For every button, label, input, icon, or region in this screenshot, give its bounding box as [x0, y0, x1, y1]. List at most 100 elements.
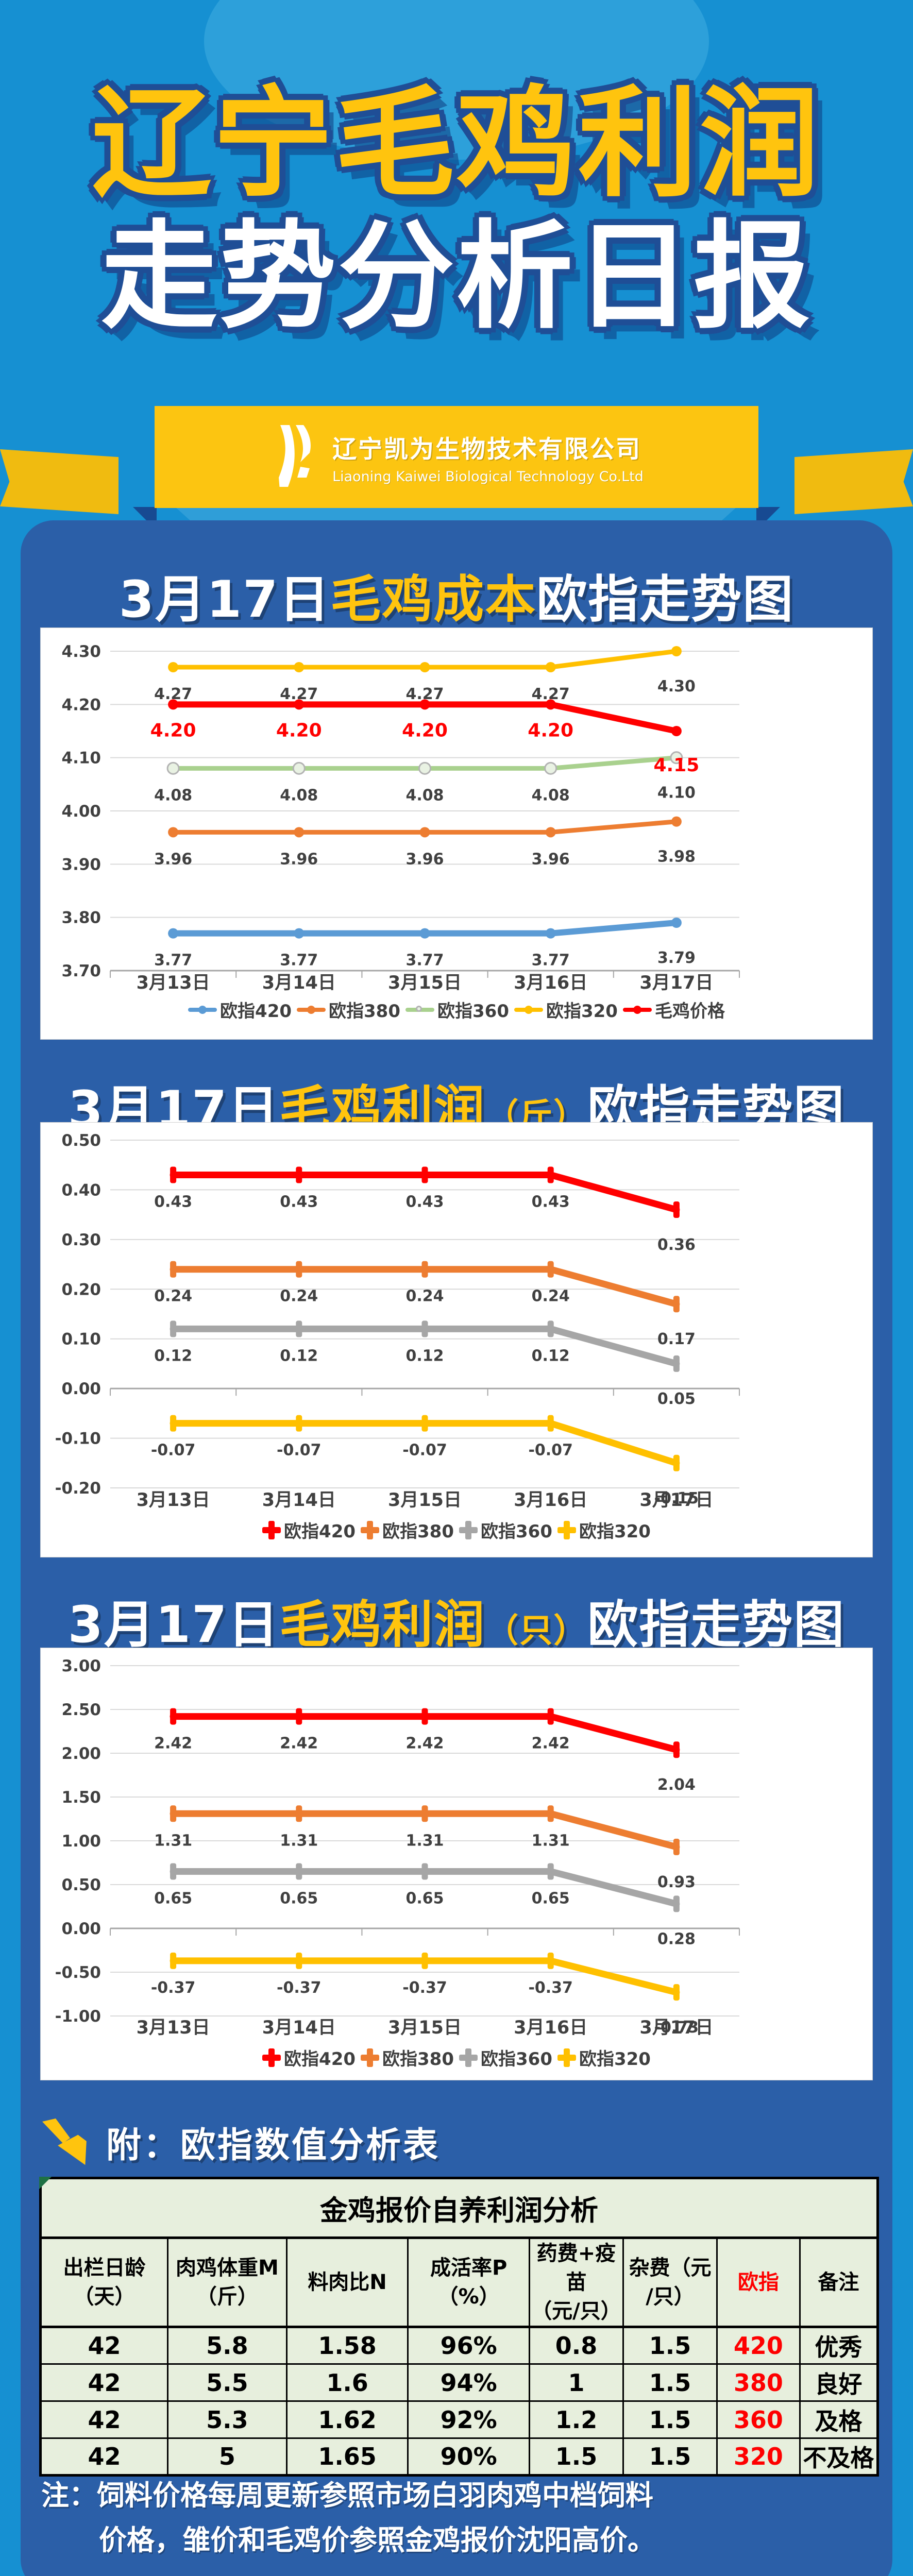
- table-header-cell: 料肉比N: [285, 2237, 409, 2328]
- svg-text:-0.37: -0.37: [277, 1979, 321, 1997]
- svg-text:4.08: 4.08: [154, 786, 192, 804]
- svg-text:4.10: 4.10: [657, 784, 696, 802]
- ribbon-tail-left: [0, 449, 119, 514]
- table-header-cell: 药费+疫苗 （元/只）: [529, 2237, 624, 2328]
- svg-text:3月15日: 3月15日: [388, 973, 462, 993]
- svg-text:0.65: 0.65: [154, 1890, 192, 1908]
- legend-marker-icon: [459, 1520, 478, 1539]
- svg-text:4.20: 4.20: [276, 720, 322, 741]
- section-title-highlight: 毛鸡利润: [279, 1596, 486, 1654]
- series-欧指420: 2.42 2.42 2.42 2.42 2.04: [154, 1708, 696, 1794]
- table-cell: 1.5: [622, 2363, 718, 2402]
- svg-text:-0.37: -0.37: [528, 1979, 572, 1997]
- company-name-en: Liaoning Kaiwei Biological Technology Co…: [332, 469, 644, 485]
- section-title-suffix: 欧指走势图: [587, 1596, 846, 1654]
- legend-label: 欧指360: [481, 1521, 552, 1542]
- svg-text:0.10: 0.10: [62, 1330, 102, 1349]
- svg-text:0.00: 0.00: [62, 1380, 102, 1398]
- svg-text:4.20: 4.20: [62, 696, 102, 714]
- ribbon-tail-right: [794, 449, 913, 514]
- legend-item: 毛鸡价格: [622, 997, 725, 1022]
- legend-label: 欧指320: [579, 1521, 651, 1542]
- svg-text:0.24: 0.24: [405, 1287, 444, 1306]
- svg-text:3.96: 3.96: [405, 850, 444, 868]
- legend-label: 欧指420: [220, 1001, 292, 1022]
- table-cell: 1.58: [285, 2326, 409, 2365]
- legend-label: 欧指420: [284, 1521, 356, 1542]
- svg-text:1.00: 1.00: [62, 1832, 102, 1851]
- category-axis: [110, 970, 740, 978]
- table-cell: 1.5: [529, 2437, 624, 2476]
- table-header-cell: 欧指: [716, 2237, 801, 2328]
- svg-text:4.30: 4.30: [657, 677, 696, 696]
- series-欧指420: 0.43 0.43 0.43 0.43 0.36: [154, 1166, 696, 1254]
- svg-text:3月16日: 3月16日: [514, 1490, 587, 1511]
- table-header-cell: 出栏日龄 （天）: [40, 2237, 168, 2328]
- svg-text:2.42: 2.42: [532, 1735, 570, 1753]
- series-欧指360: 0.12 0.12 0.12 0.12 0.05: [154, 1320, 696, 1408]
- svg-text:3月13日: 3月13日: [137, 1490, 210, 1511]
- series-欧指380: 1.31 1.31 1.31 1.31 0.93: [154, 1805, 696, 1891]
- svg-text:3月14日: 3月14日: [262, 2018, 336, 2038]
- company-logo-icon: [269, 423, 319, 490]
- legend-marker-icon: [188, 1004, 217, 1015]
- svg-text:1.31: 1.31: [154, 1832, 192, 1850]
- svg-text:4.20: 4.20: [528, 720, 573, 741]
- series-欧指360: 4.08 4.08 4.08 4.08 4.10: [154, 751, 696, 804]
- table-corner-artifact: [39, 2177, 52, 2189]
- legend-marker-icon: [262, 1520, 281, 1539]
- svg-text:3.79: 3.79: [657, 949, 696, 967]
- table-cell: 5: [167, 2437, 288, 2476]
- legend-marker-icon: [622, 1004, 652, 1015]
- table-header-cell: 杂费（元/只）: [622, 2237, 718, 2328]
- legend-label: 欧指380: [382, 2049, 454, 2070]
- svg-text:4.15: 4.15: [653, 755, 699, 776]
- svg-text:2.42: 2.42: [154, 1735, 192, 1753]
- arrow-down-right-icon: [40, 2119, 97, 2165]
- svg-text:0.43: 0.43: [532, 1193, 570, 1211]
- legend-item: 欧指420: [188, 997, 292, 1022]
- table-cell: 1.65: [285, 2437, 409, 2476]
- svg-text:0.24: 0.24: [280, 1287, 318, 1306]
- table-cell: 320: [716, 2437, 801, 2476]
- table-cell: 420: [716, 2326, 801, 2365]
- svg-text:0.36: 0.36: [657, 1236, 696, 1254]
- svg-text:0.65: 0.65: [280, 1890, 318, 1908]
- svg-text:-0.37: -0.37: [151, 1979, 195, 1997]
- legend-item: 欧指380: [297, 997, 400, 1022]
- table-cell: 优秀: [799, 2326, 879, 2365]
- legend-label: 欧指380: [382, 1521, 454, 1542]
- svg-text:0.28: 0.28: [657, 1930, 696, 1948]
- svg-text:3月14日: 3月14日: [262, 973, 336, 993]
- svg-text:4.08: 4.08: [280, 786, 318, 804]
- svg-text:3月13日: 3月13日: [137, 973, 210, 993]
- table-cell: 42: [40, 2326, 168, 2365]
- svg-text:4.00: 4.00: [62, 802, 102, 821]
- table-row: 42 5 1.65 90% 1.5 1.5 320 不及格: [40, 2437, 879, 2476]
- table-cell: 1.62: [285, 2400, 409, 2439]
- svg-text:3.80: 3.80: [62, 909, 102, 927]
- table-cell: 1.6: [285, 2363, 409, 2402]
- table-cell: 5.8: [167, 2326, 288, 2365]
- table-cell: 94%: [407, 2363, 530, 2402]
- table-cell: 5.3: [167, 2400, 288, 2439]
- svg-text:0.12: 0.12: [532, 1347, 570, 1365]
- svg-text:0.20: 0.20: [62, 1280, 102, 1299]
- svg-text:3.70: 3.70: [62, 962, 102, 980]
- table-title: 金鸡报价自养利润分析: [40, 2177, 878, 2239]
- legend-label: 毛鸡价格: [654, 1001, 725, 1022]
- table-cell: 96%: [407, 2326, 530, 2365]
- svg-text:-1.00: -1.00: [55, 2007, 101, 2026]
- svg-text:3月16日: 3月16日: [514, 2018, 587, 2038]
- series-欧指420: 3.77 3.77 3.77 3.77 3.79: [154, 918, 696, 970]
- analysis-table: 金鸡报价自养利润分析 出栏日龄 （天） 肉鸡体重M （斤） 料肉比N 成活率P （%） 药费+疫…: [39, 2177, 879, 2477]
- legend-marker-icon: [514, 1004, 543, 1015]
- svg-text:3.96: 3.96: [280, 850, 318, 868]
- legend-item: 欧指380: [361, 2045, 454, 2070]
- svg-text:0.65: 0.65: [532, 1890, 570, 1908]
- page-title-line1: 辽宁毛鸡利润: [91, 74, 821, 213]
- svg-text:1.31: 1.31: [405, 1832, 444, 1850]
- svg-text:3月17日: 3月17日: [639, 973, 713, 993]
- series-欧指380: 3.96 3.96 3.96 3.96 3.98: [154, 816, 696, 868]
- table-cell: 1.2: [529, 2400, 624, 2439]
